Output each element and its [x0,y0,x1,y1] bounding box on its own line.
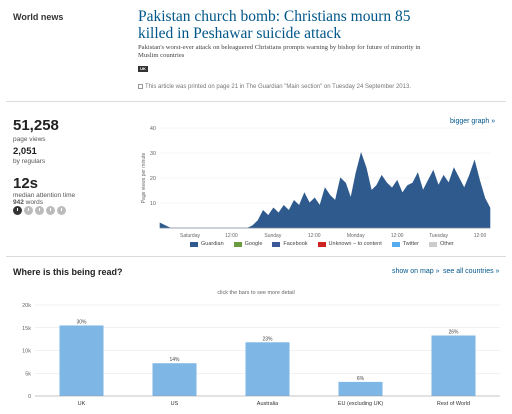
legend-label: Twitter [402,241,419,247]
divider [6,256,506,257]
bar[interactable] [152,363,197,396]
x-tick-label: 12:00 [391,233,404,239]
show-on-map-link[interactable]: show on map » [392,268,440,275]
section-label[interactable]: World news [13,12,64,22]
tag-badge[interactable]: UK [138,66,148,72]
bar[interactable] [59,325,104,396]
legend-item[interactable]: Guardian [190,241,224,247]
article-headline[interactable]: Pakistan church bomb: Christians mourn 8… [138,8,411,42]
legend-swatch [428,241,437,247]
bigger-graph-link[interactable]: bigger graph » [450,118,496,125]
clock-icon[interactable] [13,206,22,215]
legend-item[interactable]: Unknown – to content [317,241,382,247]
legend-swatch [190,241,198,247]
legend-swatch [317,241,326,247]
countries-bar-chart: 0 5k 10k 15k 20k 30% UK 14% US 23% Australia 6% EU (… [22,303,500,407]
y-tick-label: 20k [22,303,31,309]
chart-legend: Guardian Google Facebook Unknown – to conte… [190,241,454,247]
x-tick-label: 12:00 [308,233,321,239]
divider [6,101,506,102]
regulars-label: by regulars [13,158,46,165]
legend-item[interactable]: Google [233,241,263,247]
x-tick-label: 12:00 [474,233,487,239]
x-tick-label: Australia [257,401,279,407]
legend-swatch [391,241,400,247]
bar-data-label: 14% [169,357,180,363]
y-axis-label: Page views per minute [141,152,147,203]
bar-data-label: 30% [76,319,87,325]
y-tick-label: 20 [150,176,156,182]
legend-label: Facebook [283,241,308,247]
word-count-value: 942 [13,199,24,206]
x-tick-label: 12:00 [225,233,238,239]
clock-icon[interactable] [35,206,44,215]
y-tick-label: 5k [25,371,31,377]
legend-swatch [233,241,242,247]
print-icon [138,84,143,89]
y-tick-label: 30 [150,151,156,157]
legend-label: Other [439,241,454,247]
x-tick-label: EU (excluding UK) [338,401,383,407]
print-info-text: This article was printed on page 21 in T… [145,84,411,90]
page-views-label: page views [13,136,46,143]
legend-item[interactable]: Other [428,241,454,247]
bar[interactable] [245,342,290,396]
bar[interactable] [431,335,476,396]
regulars-count: 2,051 [13,146,37,157]
section-title: Where is this being read? [13,267,123,277]
bar-data-label: 6% [357,376,365,382]
legend-item[interactable]: Facebook [272,241,308,247]
legend-label: Google [244,241,263,247]
chart-hint: click the bars to see more detail [217,290,295,296]
bar-data-label: 26% [448,329,459,335]
word-count-label: words [25,199,44,206]
legend-label: Unknown – to content [328,241,382,247]
legend-label: Guardian [201,241,224,247]
x-tick-label: Sunday [264,233,281,239]
article-standfirst: Pakistan's worst-ever attack on beleague… [138,44,421,60]
y-tick-label: 40 [150,126,156,132]
legend-swatch [272,241,281,247]
attention-label: median attention time [13,192,76,199]
clock-icon[interactable] [24,206,33,215]
legend-item[interactable]: Twitter [391,241,419,247]
x-tick-label: US [171,401,179,407]
series-area-guardian [159,151,491,229]
y-tick-label: 10 [150,201,156,207]
bar-data-label: 23% [262,336,273,342]
attention-time-icons [13,206,66,215]
clock-icon[interactable] [57,206,66,215]
clock-icon[interactable] [46,206,55,215]
attention-time: 12s [13,175,39,192]
print-info: This article was printed on page 21 in T… [138,84,411,90]
see-all-countries-link[interactable]: see all countries » [443,268,500,275]
word-count: 942 words [13,199,43,206]
x-tick-label: Monday [347,233,365,239]
x-tick-label: Saturday [180,233,201,239]
bar[interactable] [338,381,383,396]
x-tick-label: Rest of World [437,401,470,407]
x-tick-label: UK [78,401,86,407]
y-tick-label: 15k [22,326,31,332]
x-tick-label: Tuesday [429,233,448,239]
y-tick-label: 10k [22,349,31,355]
y-tick-label: 0 [28,394,31,400]
page-views-count: 51,258 [13,117,59,134]
